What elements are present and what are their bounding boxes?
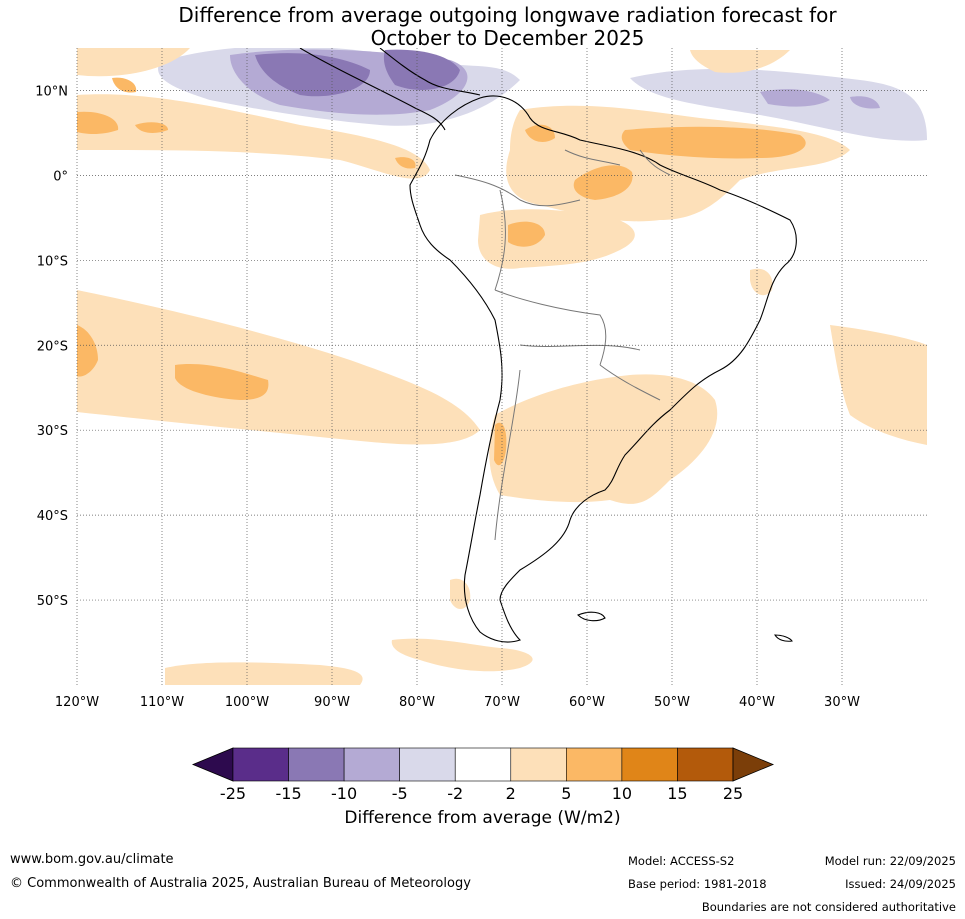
lat-tick-label: 40°S: [37, 509, 68, 524]
website-link[interactable]: www.bom.gov.au/climate: [10, 852, 174, 867]
negative-anomaly-region: [850, 96, 880, 109]
lat-tick-label: 50°S: [37, 594, 68, 609]
positive-anomaly-region: [135, 122, 168, 133]
colorbar-tick-label: -2: [447, 784, 463, 803]
colorbar-bin: [621, 747, 678, 782]
lat-tick-label: 0°: [53, 169, 68, 184]
colorbar-tick-label: 2: [506, 784, 516, 803]
falklands-outline: [577, 611, 606, 622]
negative-anomaly-region: [760, 89, 830, 107]
latitude-labels: 10°N 0° 10°S 20°S 30°S 40°S 50°S: [35, 84, 68, 609]
longitude-labels: 120°W 110°W 100°W 90°W 80°W 70°W 60°W 50°W 40°W 3…: [55, 695, 860, 710]
coastlines: [299, 48, 797, 643]
colorbar-tick-label: 5: [561, 784, 571, 803]
caribbean-coastline: [379, 48, 481, 96]
gridlines: [76, 48, 927, 685]
south-america-coastline: [409, 95, 797, 643]
issued-date: Issued: 24/09/2025: [845, 877, 956, 891]
lon-tick-label: 90°W: [314, 695, 350, 710]
lon-tick-label: 40°W: [739, 695, 775, 710]
anomaly-shading: [77, 48, 927, 685]
positive-anomaly-region: [391, 638, 533, 672]
colorbar-bin: [510, 747, 567, 782]
lon-tick-label: 100°W: [225, 695, 269, 710]
colorbar-bin: [343, 747, 400, 782]
country-borders: [454, 149, 671, 541]
colorbar-tick-label: -10: [331, 784, 357, 803]
positive-anomaly-region: [77, 48, 190, 77]
positive-anomaly-region: [506, 105, 850, 222]
positive-anomaly-region: [175, 363, 269, 400]
lon-tick-label: 50°W: [654, 695, 690, 710]
map-title: Difference from average outgoing longwav…: [0, 4, 965, 50]
positive-anomaly-region: [77, 325, 98, 377]
title-line-2: October to December 2025: [370, 26, 645, 50]
positive-anomaly-region: [395, 157, 416, 169]
colorbar-tick-label: 25: [723, 784, 743, 803]
lon-tick-label: 120°W: [55, 695, 99, 710]
south-georgia-outline: [774, 634, 793, 642]
positive-anomaly-region: [573, 165, 633, 200]
colorbar-bin: [399, 747, 456, 782]
colorbar-bin: [566, 747, 623, 782]
colorbar-bin: [677, 747, 734, 782]
colorbar-tick-label: -25: [220, 784, 246, 803]
positive-anomaly-region: [77, 290, 480, 445]
lat-tick-label: 30°S: [37, 424, 68, 439]
positive-anomaly-region: [690, 50, 790, 73]
model-name: Model: ACCESS-S2: [628, 854, 735, 868]
lat-tick-label: 10°N: [35, 84, 68, 99]
base-period: Base period: 1981-2018: [628, 877, 767, 891]
colorbar-tick-label: -5: [392, 784, 408, 803]
positive-anomaly-region: [165, 662, 363, 685]
negative-anomaly-region: [383, 49, 460, 90]
colorbar-bin: [454, 747, 512, 782]
central-america-coastline: [299, 48, 446, 131]
colorbar-min-extension: [191, 747, 234, 782]
lat-tick-label: 10°S: [37, 254, 68, 269]
colorbar-bin: [232, 747, 289, 782]
model-run-date: Model run: 22/09/2025: [824, 854, 956, 868]
positive-anomaly-region: [112, 77, 137, 93]
positive-anomaly-region: [750, 268, 773, 296]
negative-anomaly-region: [255, 53, 370, 97]
boundaries-note: Boundaries are not considered authoritat…: [701, 900, 956, 914]
colorbar-tick-label: 10: [612, 784, 632, 803]
colorbar-tick-label: 15: [667, 784, 687, 803]
lon-tick-label: 70°W: [484, 695, 520, 710]
positive-anomaly-region: [508, 221, 545, 247]
lon-tick-label: 80°W: [399, 695, 435, 710]
positive-anomaly-region: [494, 422, 507, 466]
positive-anomaly-region: [478, 209, 635, 269]
copyright-text: © Commonwealth of Australia 2025, Austra…: [10, 876, 471, 891]
colorbar-max-extension: [732, 747, 775, 782]
positive-anomaly-region: [489, 374, 718, 504]
colorbar-tick-label: -15: [275, 784, 301, 803]
positive-anomaly-region: [830, 325, 927, 445]
lon-tick-label: 110°W: [140, 695, 184, 710]
title-line-1: Difference from average outgoing longwav…: [178, 3, 837, 27]
colorbar-bin: [288, 747, 345, 782]
positive-anomaly-region: [77, 94, 430, 179]
colorbar: -25 -15 -10 -5 -2 2 5 10 15 25: [191, 747, 775, 803]
lon-tick-label: 60°W: [569, 695, 605, 710]
colorbar-title: Difference from average (W/m2): [344, 808, 621, 828]
positive-anomaly-region: [621, 126, 806, 159]
positive-anomaly-region: [450, 578, 471, 609]
positive-anomaly-region: [77, 111, 119, 134]
lat-tick-label: 20°S: [37, 339, 68, 354]
lon-tick-label: 30°W: [824, 695, 860, 710]
